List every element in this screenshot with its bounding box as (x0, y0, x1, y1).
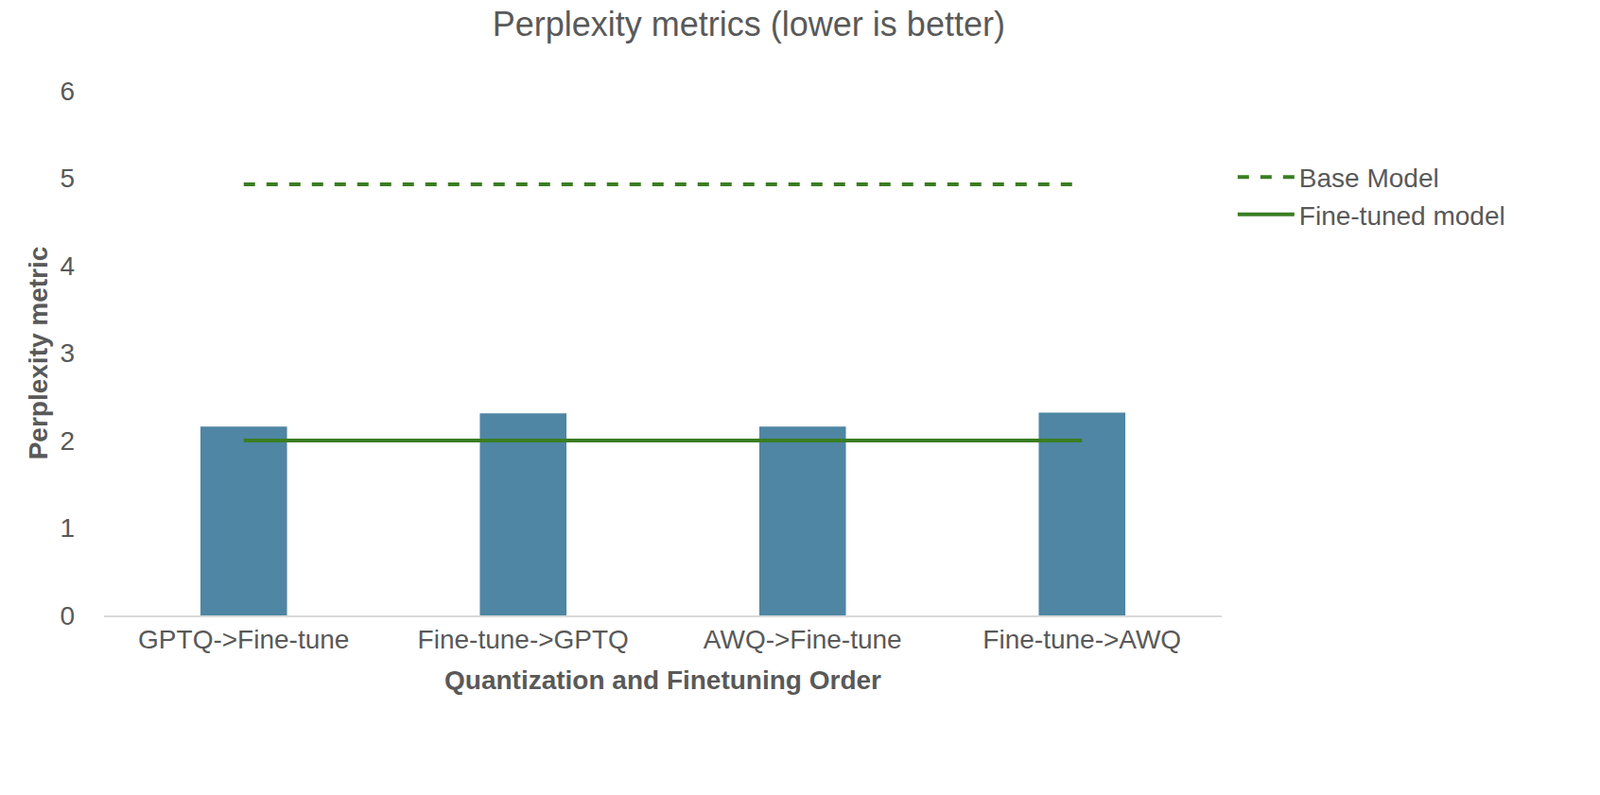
svg-text:6: 6 (59, 76, 75, 106)
svg-text:Fine-tuned model: Fine-tuned model (1299, 201, 1506, 231)
svg-text:GPTQ->Fine-tune: GPTQ->Fine-tune (138, 625, 349, 655)
svg-text:AWQ->Fine-tune: AWQ->Fine-tune (703, 625, 903, 655)
svg-text:4: 4 (59, 251, 75, 281)
svg-text:Base Model: Base Model (1299, 163, 1440, 193)
svg-text:Perplexity metrics (lower is b: Perplexity metrics (lower is better) (492, 4, 1006, 44)
svg-text:Fine-tune->AWQ: Fine-tune->AWQ (982, 625, 1182, 655)
svg-text:2: 2 (59, 426, 75, 456)
svg-text:Perplexity metric: Perplexity metric (23, 246, 53, 461)
svg-text:5: 5 (59, 163, 75, 193)
svg-text:Fine-tune->GPTQ: Fine-tune->GPTQ (417, 625, 629, 655)
svg-text:3: 3 (59, 338, 75, 368)
svg-text:Quantization and Finetuning Or: Quantization and Finetuning Order (444, 665, 882, 696)
svg-text:0: 0 (59, 601, 75, 631)
svg-text:1: 1 (59, 513, 75, 543)
